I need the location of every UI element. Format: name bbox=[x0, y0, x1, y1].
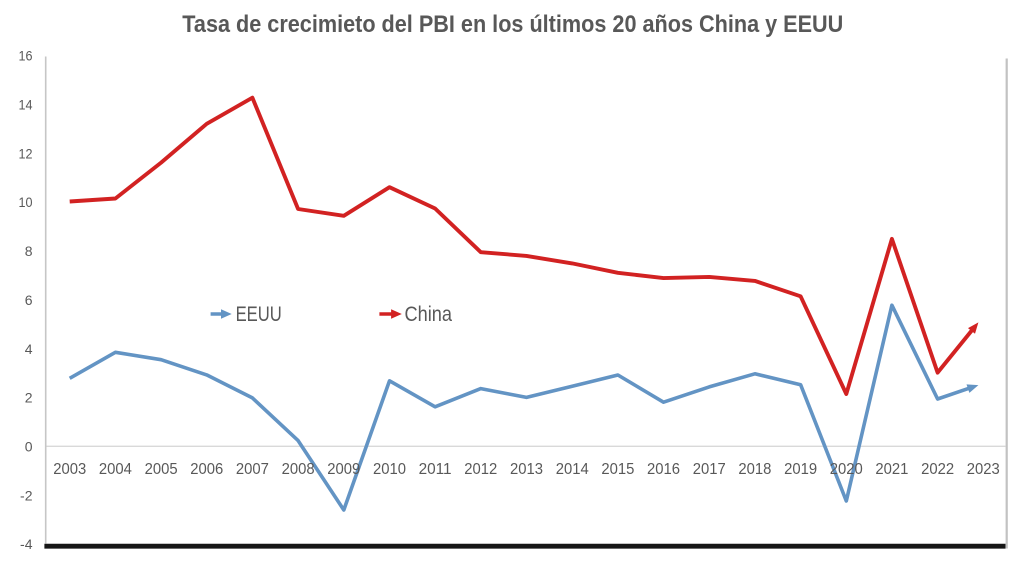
svg-text:2019: 2019 bbox=[784, 461, 817, 478]
svg-text:2012: 2012 bbox=[464, 461, 497, 478]
svg-text:EEUU: EEUU bbox=[236, 302, 282, 326]
svg-text:2014: 2014 bbox=[556, 461, 589, 478]
svg-text:16: 16 bbox=[19, 48, 33, 64]
svg-text:2010: 2010 bbox=[373, 461, 406, 478]
svg-text:Tasa de crecimieto del PBI en: Tasa de crecimieto del PBI en los último… bbox=[182, 11, 843, 38]
svg-text:2013: 2013 bbox=[510, 461, 543, 478]
svg-text:-2: -2 bbox=[20, 487, 33, 503]
svg-text:2006: 2006 bbox=[190, 461, 223, 478]
svg-text:2011: 2011 bbox=[419, 461, 452, 478]
svg-text:2020: 2020 bbox=[830, 461, 863, 478]
svg-text:2017: 2017 bbox=[693, 461, 726, 478]
svg-text:2003: 2003 bbox=[53, 461, 86, 478]
svg-text:12: 12 bbox=[19, 145, 33, 161]
svg-text:2: 2 bbox=[25, 390, 33, 406]
svg-text:2023: 2023 bbox=[967, 461, 1000, 478]
svg-text:2008: 2008 bbox=[282, 461, 315, 478]
svg-text:2018: 2018 bbox=[738, 461, 771, 478]
svg-text:2007: 2007 bbox=[236, 461, 269, 478]
svg-text:2021: 2021 bbox=[875, 461, 908, 478]
svg-text:2004: 2004 bbox=[99, 461, 132, 478]
svg-text:10: 10 bbox=[19, 194, 33, 210]
svg-text:2016: 2016 bbox=[647, 461, 680, 478]
svg-text:8: 8 bbox=[25, 243, 33, 259]
svg-text:2009: 2009 bbox=[327, 461, 360, 478]
svg-text:2022: 2022 bbox=[921, 461, 954, 478]
svg-text:2015: 2015 bbox=[601, 461, 634, 478]
svg-text:-4: -4 bbox=[20, 536, 33, 552]
svg-text:0: 0 bbox=[25, 439, 33, 455]
svg-text:14: 14 bbox=[19, 97, 33, 113]
svg-text:2005: 2005 bbox=[145, 461, 178, 478]
svg-text:4: 4 bbox=[25, 341, 33, 357]
svg-text:China: China bbox=[405, 302, 453, 326]
svg-text:6: 6 bbox=[25, 292, 33, 308]
